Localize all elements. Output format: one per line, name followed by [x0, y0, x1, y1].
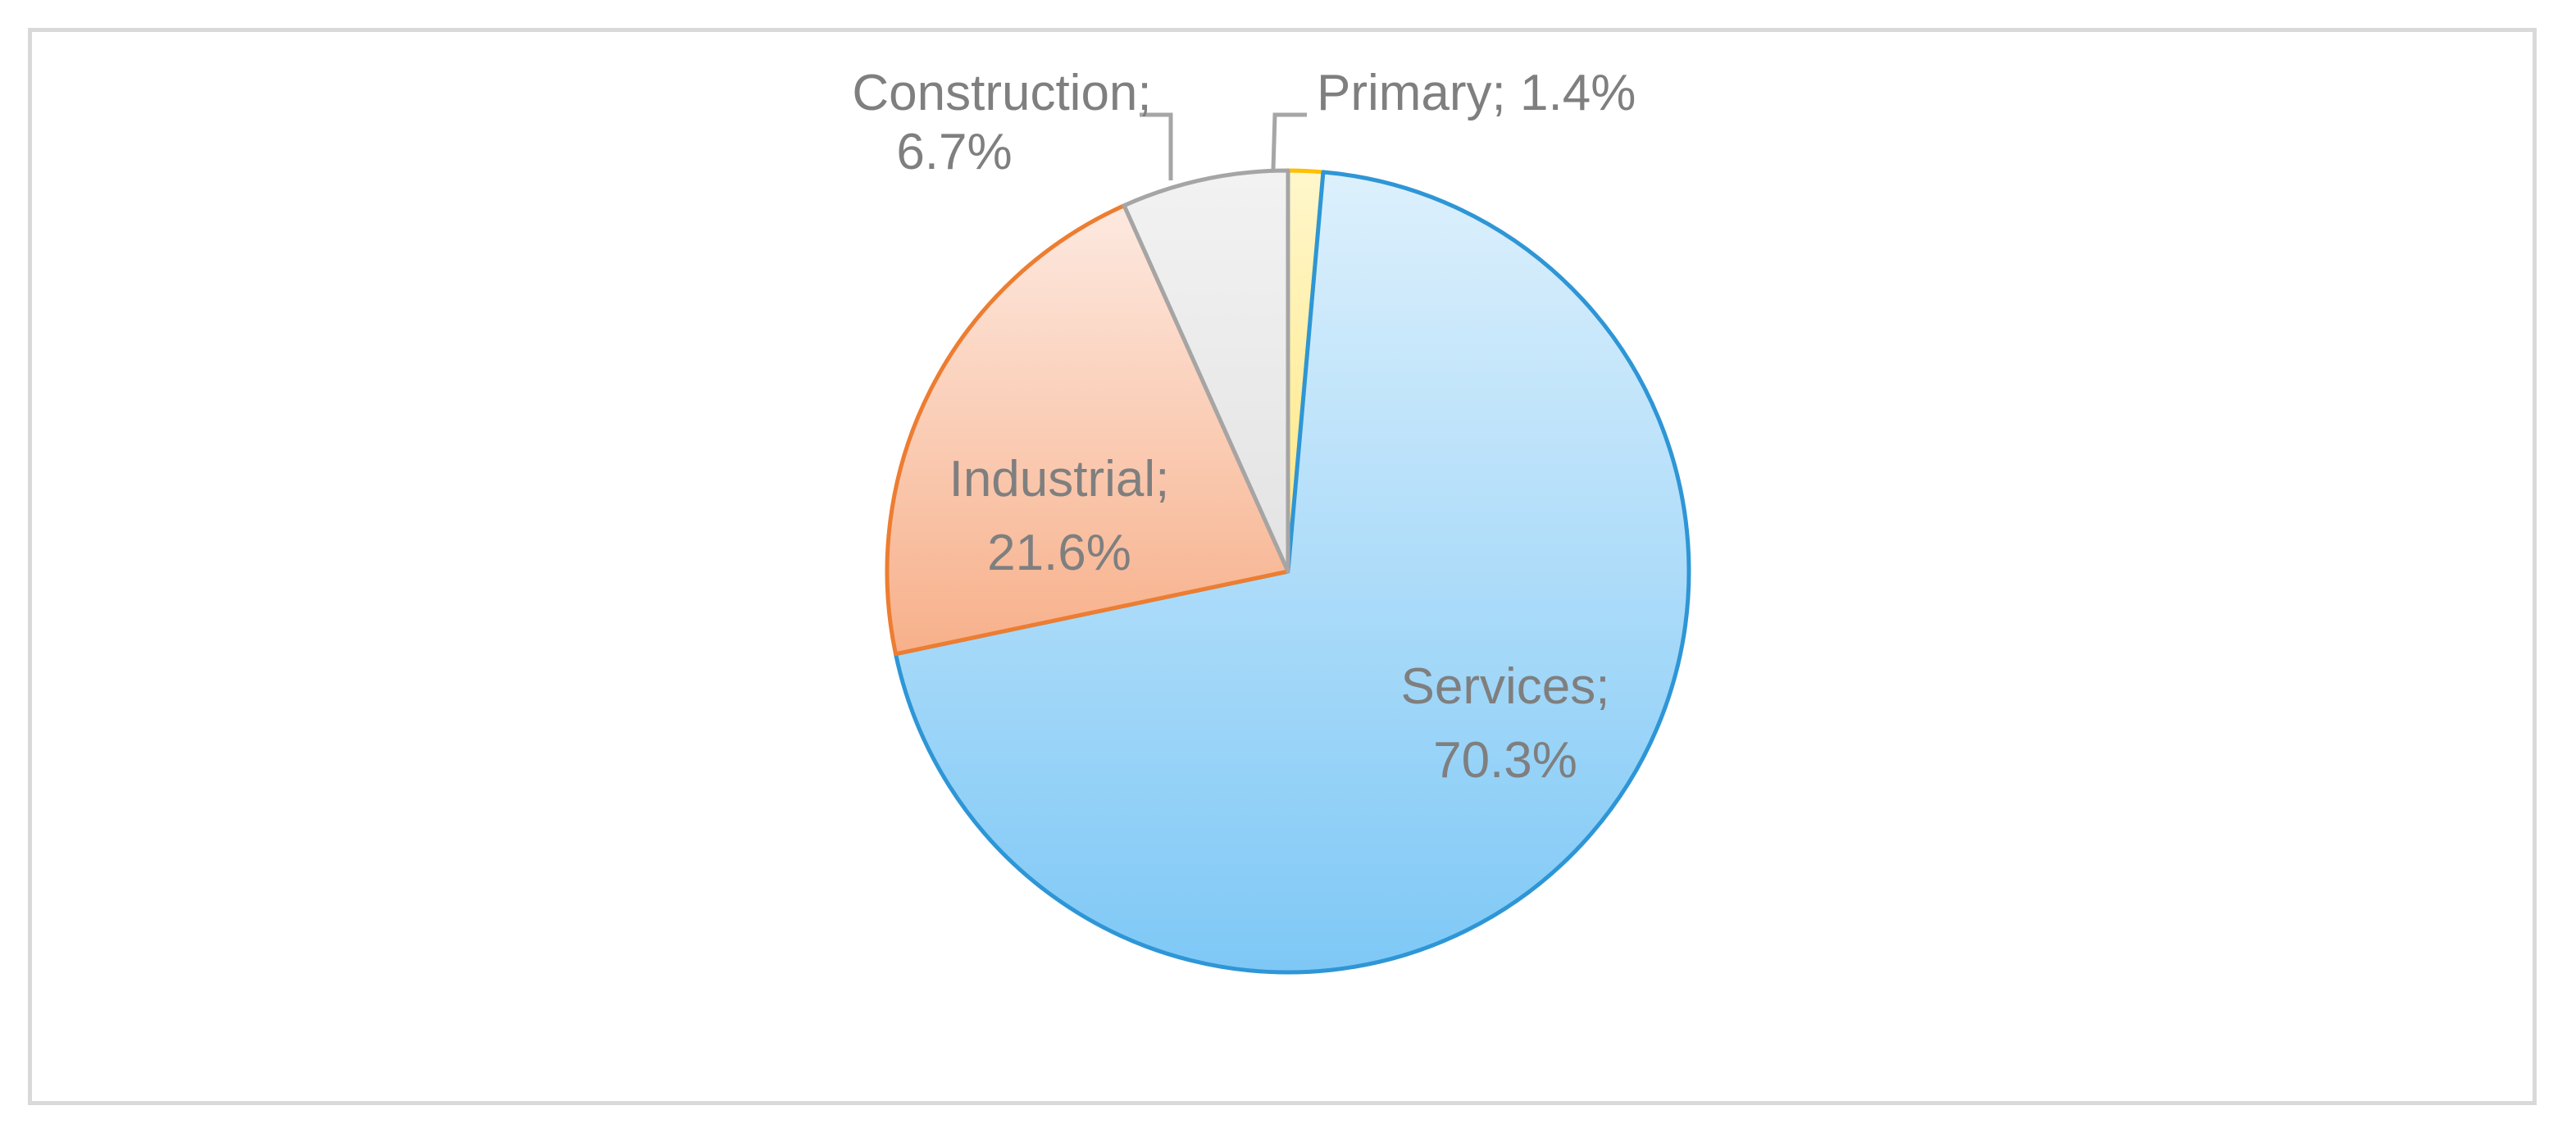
slice-label-services: Services; 70.3% — [1401, 658, 1610, 789]
slice-label-line1: Construction; — [852, 65, 1151, 121]
pie-slice-construction — [1122, 168, 1290, 574]
leader-line-construction — [1140, 112, 1173, 180]
leader-lines-layer — [1140, 112, 1307, 180]
leader-line-primary — [1271, 112, 1307, 171]
slice-label-industrial: Industrial; 21.6% — [949, 451, 1170, 581]
slice-label-line1: Primary; 1.4% — [1317, 65, 1636, 121]
slice-label-line1: Services; — [1401, 658, 1610, 715]
slice-label-line2: 6.7% — [896, 124, 1012, 180]
slice-label-construction: Construction; 6.7% — [852, 65, 1151, 180]
slice-label-line1: Industrial; — [949, 451, 1170, 507]
pie-slice-industrial — [885, 203, 1290, 657]
slice-label-primary: Primary; 1.4% — [1317, 65, 1636, 121]
labels-layer: Primary; 1.4% Services; 70.3% Industrial; 21… — [852, 65, 1636, 789]
pie-slice-services — [893, 170, 1691, 975]
slice-label-line2: 21.6% — [987, 525, 1131, 581]
slices-layer — [885, 168, 1691, 975]
slice-label-line2: 70.3% — [1433, 732, 1577, 789]
